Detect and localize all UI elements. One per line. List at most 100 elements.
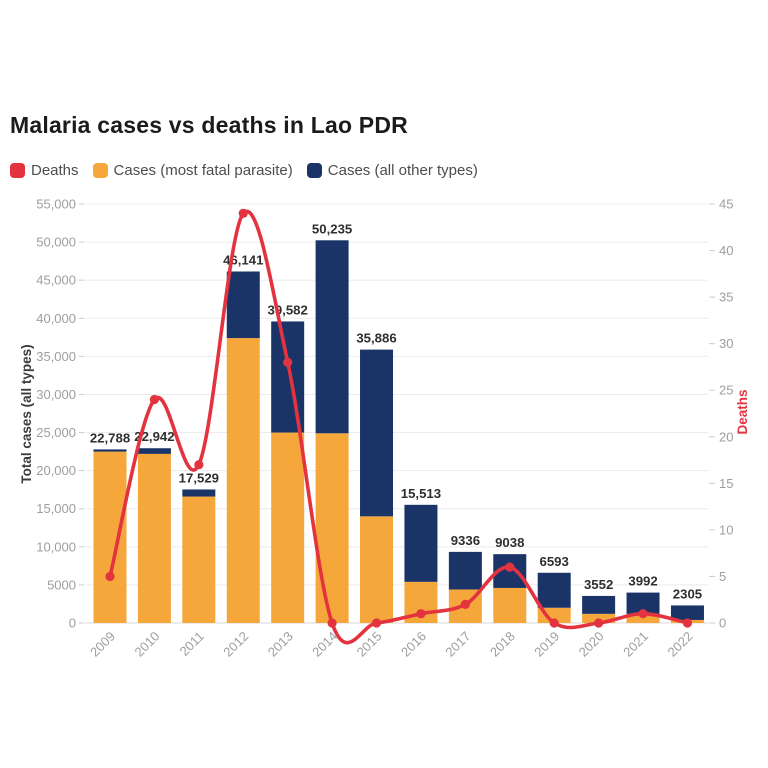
bar-total-label-2021: 3992: [628, 574, 657, 589]
bar-2014-most-fatal: [315, 433, 349, 623]
y-axis-left-tick-label: 45,000: [36, 273, 76, 288]
y-axis-right-tick-label: 20: [719, 429, 733, 444]
bar-total-label-2010: 22,942: [134, 429, 174, 444]
legend-item-cases-all-other-types: Cases (all other types): [306, 162, 478, 179]
x-tick-label-2015: 2015: [354, 629, 385, 660]
bar-2022-other-types: [670, 605, 704, 620]
chart-title: Malaria cases vs deaths in Lao PDR: [10, 112, 408, 138]
y-axis-right-tick-label: 30: [719, 336, 733, 351]
bar-2010-most-fatal: [137, 453, 171, 623]
y-axis-left-tick-label: 20,000: [36, 463, 76, 478]
bar-2015-other-types: [360, 349, 394, 517]
y-axis-right-tick-label: 5: [719, 569, 726, 584]
bar-total-label-2022: 2305: [673, 586, 702, 601]
bar-2019-other-types: [537, 572, 571, 608]
y-axis-left-title: Total cases (all types): [19, 344, 34, 483]
bar-total-label-2011: 17,529: [179, 470, 219, 485]
death-point-2022: [682, 618, 693, 628]
death-point-2020: [594, 618, 604, 628]
y-axis-left-tick-label: 0: [69, 616, 76, 631]
y-axis-right-tick-label: 25: [719, 383, 733, 398]
y-axis-right-title: Deaths: [735, 389, 750, 434]
bar-2013-other-types: [271, 321, 305, 433]
legend-swatch-icon: [92, 163, 108, 178]
death-point-2014: [327, 618, 337, 628]
y-axis-right-tick-label: 15: [719, 476, 733, 491]
death-point-2017: [460, 599, 470, 609]
x-tick-label-2019: 2019: [531, 629, 562, 660]
x-tick-label-2012: 2012: [220, 629, 251, 660]
bar-2017-other-types: [448, 551, 482, 590]
bar-2013-most-fatal: [271, 432, 305, 623]
death-point-2011: [194, 460, 204, 470]
y-axis-left-tick-label: 5000: [47, 577, 76, 592]
bar-2011-other-types: [182, 489, 216, 497]
y-axis-left-tick-label: 30,000: [36, 387, 76, 402]
x-tick-label-2016: 2016: [398, 629, 429, 660]
x-tick-label-2017: 2017: [442, 629, 473, 660]
y-axis-left-tick-label: 25,000: [36, 425, 76, 440]
x-tick-label-2018: 2018: [487, 629, 518, 660]
bar-2016-other-types: [404, 504, 438, 582]
x-tick-label-2021: 2021: [620, 629, 651, 660]
bar-2012-most-fatal: [226, 338, 260, 623]
y-axis-right-tick-label: 40: [719, 243, 733, 258]
death-point-2009: [105, 571, 115, 582]
death-point-2021: [638, 609, 648, 619]
x-tick-label-2013: 2013: [265, 629, 296, 660]
y-axis-right-tick-label: 35: [719, 290, 733, 305]
bar-2011-most-fatal: [182, 496, 216, 623]
x-tick-label-2020: 2020: [576, 629, 607, 660]
x-tick-label-2009: 2009: [87, 629, 118, 660]
y-axis-left-tick-label: 10,000: [36, 539, 76, 554]
x-tick-label-2011: 2011: [177, 629, 207, 659]
y-axis-left-tick-label: 35,000: [36, 349, 76, 364]
death-point-2013: [283, 357, 293, 367]
legend: Deaths Cases (most fatal parasite) Cases (…: [10, 162, 478, 179]
x-tick-label-2022: 2022: [665, 629, 696, 660]
y-axis-left-tick-label: 15,000: [36, 501, 76, 516]
bar-2018-most-fatal: [493, 587, 527, 623]
bar-total-label-2015: 35,886: [356, 331, 396, 346]
y-axis-left-tick-label: 50,000: [36, 235, 76, 250]
bar-2010-other-types: [137, 448, 171, 454]
bar-2015-most-fatal: [360, 516, 394, 623]
y-axis-right-tick-label: 0: [719, 616, 726, 631]
legend-label: Cases (all other types): [327, 162, 478, 179]
death-point-2015: [371, 618, 382, 628]
death-point-2018: [505, 562, 515, 572]
legend-label: Deaths: [31, 162, 79, 179]
y-axis-right-tick-label: 45: [719, 197, 733, 212]
y-axis-left-tick-label: 40,000: [36, 311, 76, 326]
bar-2020-other-types: [582, 595, 616, 614]
legend-label: Cases (most fatal parasite): [113, 162, 293, 179]
bar-total-label-2009: 22,788: [90, 430, 130, 445]
bar-2021-other-types: [626, 592, 660, 614]
bar-total-label-2013: 39,582: [268, 302, 308, 317]
bar-total-label-2020: 3552: [584, 577, 613, 592]
y-axis-left-tick-label: 55,000: [36, 197, 76, 212]
bar-2009-most-fatal: [93, 451, 127, 623]
bar-2009-other-types: [93, 449, 127, 452]
bar-2012-other-types: [226, 271, 260, 339]
death-point-2016: [416, 609, 426, 619]
bar-2014-other-types: [315, 240, 349, 434]
legend-item-deaths: Deaths: [10, 162, 79, 179]
x-tick-label-2010: 2010: [131, 629, 162, 660]
legend-swatch-icon: [306, 163, 322, 178]
bar-total-label-2019: 6593: [540, 554, 569, 569]
bar-total-label-2018: 9038: [495, 535, 524, 550]
death-point-2019: [549, 618, 559, 628]
bar-total-label-2014: 50,235: [312, 221, 352, 236]
legend-swatch-icon: [10, 163, 25, 178]
legend-item-cases-most-fatal-parasite: Cases (most fatal parasite): [92, 162, 293, 179]
death-point-2012: [238, 208, 248, 218]
bar-total-label-2016: 15,513: [401, 486, 441, 501]
bar-total-label-2017: 9336: [451, 533, 480, 548]
bar-2021-most-fatal: [626, 613, 660, 623]
y-axis-right-tick-label: 10: [719, 522, 733, 537]
death-point-2010: [149, 394, 160, 405]
